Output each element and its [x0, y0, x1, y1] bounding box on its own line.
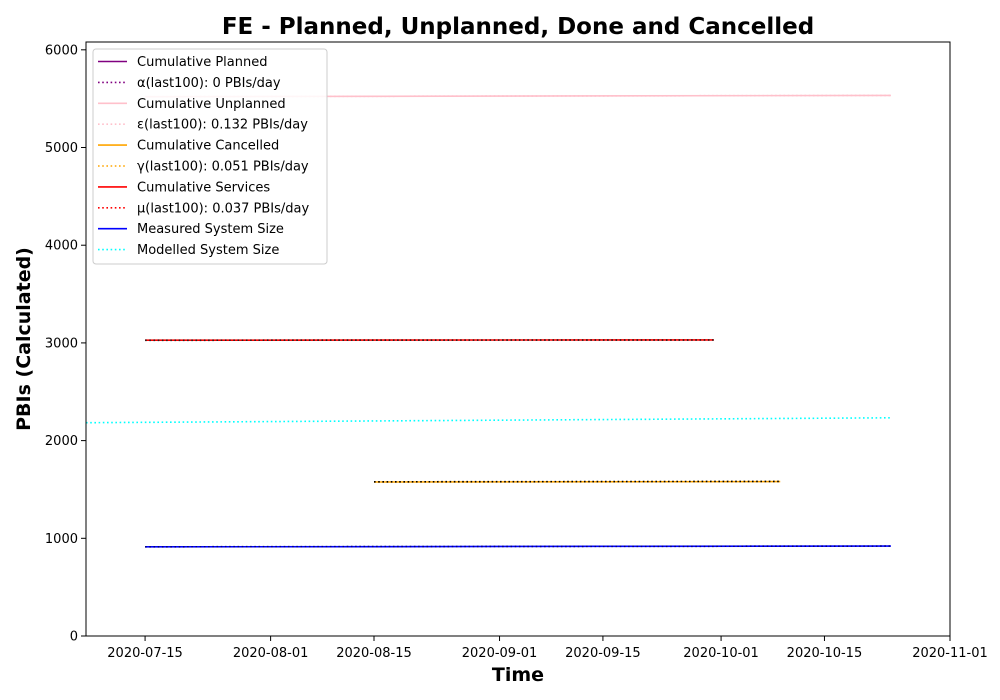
- legend-label: Measured System Size: [137, 222, 284, 237]
- legend-label: α(last100): 0 PBIs/day: [137, 76, 281, 91]
- y-tick-label: 3000: [45, 336, 78, 351]
- y-axis-label: PBIs (Calculated): [13, 247, 35, 431]
- series-line-measured-system-size: [145, 545, 891, 548]
- x-tick-label: 2020-11-01: [912, 646, 988, 661]
- x-axis-label: Time: [492, 664, 544, 686]
- legend-label: Cumulative Unplanned: [137, 97, 286, 112]
- legend-label: γ(last100): 0.051 PBIs/day: [137, 160, 309, 175]
- y-tick-label: 6000: [45, 43, 78, 58]
- series-line-modelled-system-size: [85, 417, 891, 424]
- x-tick-label: 2020-07-15: [107, 646, 183, 661]
- x-tick-label: 2020-08-01: [233, 646, 309, 661]
- legend-label: Cumulative Services: [137, 180, 270, 195]
- legend-label: Cumulative Planned: [137, 55, 267, 70]
- plot-frame: [85, 41, 951, 637]
- x-tick-label: 2020-10-15: [787, 646, 863, 661]
- x-axis: 2020-07-15 2020-08-01 2020-08-15 2020-09-01…: [107, 636, 988, 661]
- x-tick-label: 2020-08-15: [336, 646, 412, 661]
- series-layer: [85, 94, 891, 548]
- legend-label: μ(last100): 0.037 PBIs/day: [137, 201, 309, 216]
- legend-label: Cumulative Cancelled: [137, 139, 279, 154]
- chart-title: FE - Planned, Unplanned, Done and Cancel…: [222, 14, 814, 40]
- legend-label: ε(last100): 0.132 PBIs/day: [137, 118, 308, 133]
- legend-box: [92, 48, 328, 265]
- y-tick-label: 4000: [45, 239, 78, 254]
- y-axis: 0 1000 2000 3000 4000 5000 6000: [45, 43, 86, 645]
- x-tick-label: 2020-09-15: [565, 646, 641, 661]
- y-tick-label: 5000: [45, 141, 78, 156]
- y-tick-label: 0: [70, 630, 78, 645]
- legend: Cumulative Planned α(last100): 0 PBIs/day…: [92, 48, 328, 265]
- y-tick-label: 2000: [45, 434, 78, 449]
- legend-label: Modelled System Size: [137, 243, 279, 258]
- x-tick-label: 2020-09-01: [462, 646, 538, 661]
- x-tick-label: 2020-10-01: [683, 646, 759, 661]
- y-tick-label: 1000: [45, 532, 78, 547]
